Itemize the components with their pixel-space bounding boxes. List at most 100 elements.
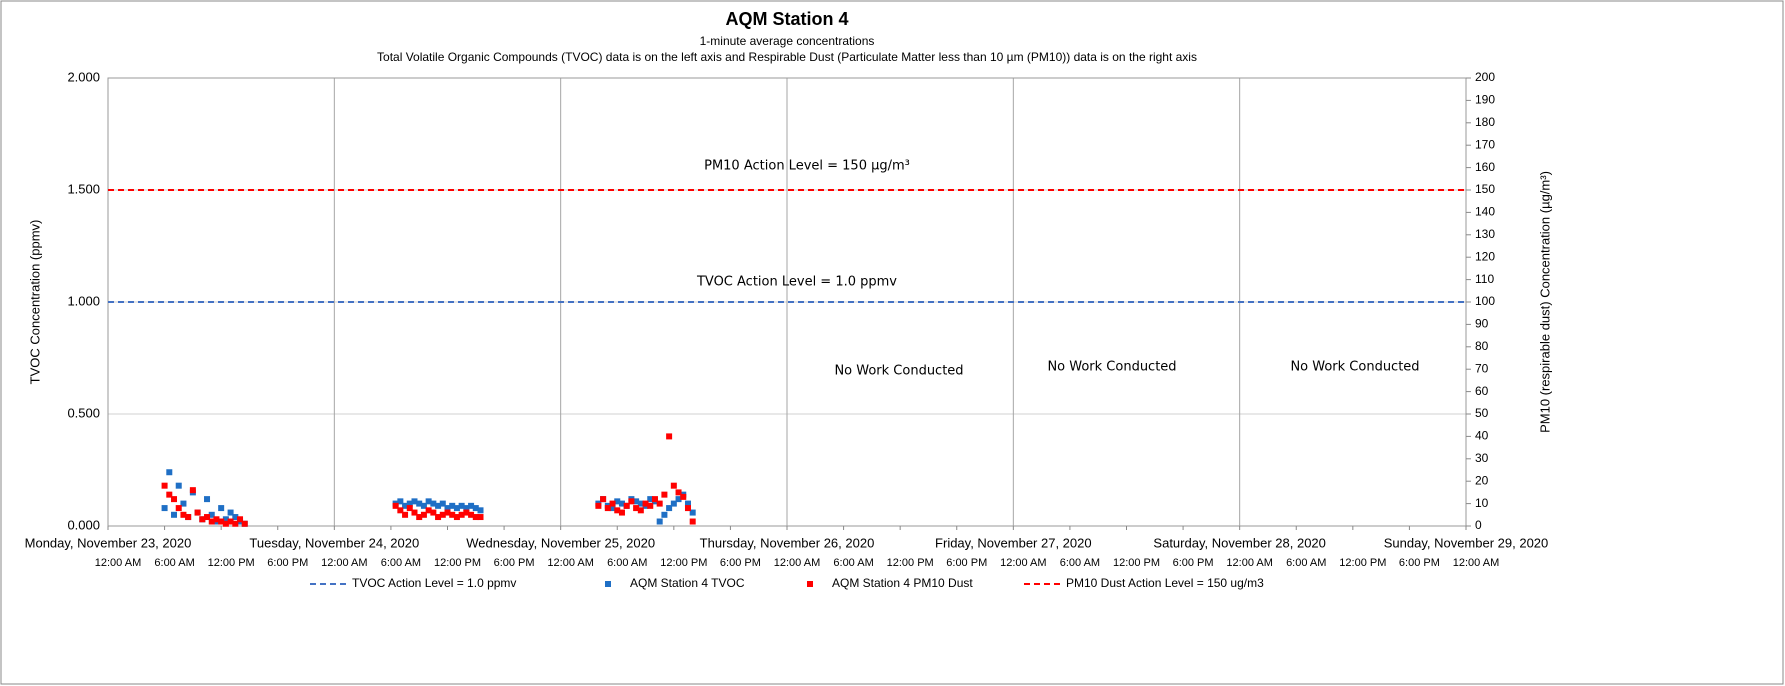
- annotation: No Work Conducted: [1290, 360, 1419, 375]
- x-tick-label: 6:00 PM: [494, 557, 535, 569]
- point: [458, 502, 465, 509]
- x-major-tick-label: Saturday, November 28, 2020: [1153, 535, 1325, 550]
- y-tick-label: 1.000: [67, 293, 100, 308]
- annotation: TVOC Action Level = 1.0 ppmv: [696, 275, 897, 290]
- y2-tick-label: 70: [1475, 361, 1489, 375]
- point: [185, 514, 192, 521]
- point: [171, 496, 178, 503]
- x-tick-label: 6:00 PM: [946, 557, 987, 569]
- x-tick-label: 6:00 PM: [1173, 557, 1214, 569]
- legend-swatch: [605, 581, 611, 587]
- point: [614, 498, 621, 505]
- x-major-tick-label: Sunday, November 29, 2020: [1384, 535, 1549, 550]
- chart-subtitle: 1-minute average concentrations: [700, 34, 875, 48]
- point: [180, 500, 187, 507]
- point: [161, 482, 168, 489]
- y2-tick-label: 20: [1475, 473, 1489, 487]
- x-tick-label: 12:00 AM: [547, 557, 593, 569]
- legend-label: TVOC Action Level = 1.0 ppmv: [352, 576, 516, 590]
- point: [609, 505, 616, 512]
- point: [430, 509, 437, 516]
- point: [397, 507, 404, 514]
- point: [472, 514, 479, 521]
- point: [435, 514, 442, 521]
- point: [218, 518, 225, 525]
- chart-title: AQM Station 4: [725, 9, 848, 29]
- point: [402, 502, 409, 509]
- point: [237, 516, 244, 523]
- y2-tick-label: 140: [1475, 205, 1495, 219]
- x-tick-label: 12:00 PM: [660, 557, 707, 569]
- y2-tick-label: 0: [1475, 518, 1482, 532]
- point: [633, 505, 640, 512]
- point: [684, 505, 691, 512]
- point: [647, 496, 654, 503]
- x-tick-label: 6:00 AM: [1286, 557, 1326, 569]
- point: [430, 500, 437, 507]
- x-tick-label: 12:00 AM: [1226, 557, 1272, 569]
- y2-tick-label: 120: [1475, 249, 1495, 263]
- x-major-tick-label: Wednesday, November 25, 2020: [466, 535, 655, 550]
- point: [614, 507, 621, 514]
- point: [463, 505, 470, 512]
- point: [208, 511, 215, 518]
- y-axis-label: TVOC Concentration (ppmv): [27, 220, 42, 385]
- x-tick-label: 12:00 PM: [1339, 557, 1386, 569]
- y2-tick-label: 60: [1475, 384, 1489, 398]
- point: [675, 489, 682, 496]
- y2-tick-label: 80: [1475, 339, 1489, 353]
- point: [411, 498, 418, 505]
- point: [670, 482, 677, 489]
- point: [439, 511, 446, 518]
- x-tick-label: 6:00 PM: [267, 557, 308, 569]
- point: [416, 500, 423, 507]
- point: [227, 518, 234, 525]
- y2-tick-label: 160: [1475, 160, 1495, 174]
- point: [618, 509, 625, 516]
- point: [684, 500, 691, 507]
- point: [175, 482, 182, 489]
- point: [477, 507, 484, 514]
- point: [680, 493, 687, 500]
- point: [416, 514, 423, 521]
- point: [411, 509, 418, 516]
- point: [435, 502, 442, 509]
- point: [444, 509, 451, 516]
- x-major-tick-label: Tuesday, November 24, 2020: [249, 535, 419, 550]
- y2-axis-label: PM10 (respirable dust) Concentration (µg…: [1537, 171, 1552, 433]
- y2-tick-label: 170: [1475, 137, 1495, 151]
- y-tick-label: 0.500: [67, 405, 100, 420]
- y2-tick-label: 40: [1475, 429, 1489, 443]
- x-tick-label: 6:00 PM: [1399, 557, 1440, 569]
- y2-tick-label: 130: [1475, 227, 1495, 241]
- y2-tick-label: 10: [1475, 496, 1489, 510]
- point: [204, 496, 211, 503]
- point: [453, 514, 460, 521]
- point: [637, 507, 644, 514]
- point: [628, 498, 635, 505]
- point: [463, 509, 470, 516]
- point: [670, 500, 677, 507]
- y2-tick-label: 50: [1475, 406, 1489, 420]
- x-tick-label: 6:00 AM: [1060, 557, 1100, 569]
- x-tick-label: 6:00 AM: [154, 557, 194, 569]
- point: [166, 491, 173, 498]
- point: [595, 502, 602, 509]
- point: [675, 496, 682, 503]
- point: [222, 516, 229, 523]
- point: [604, 505, 611, 512]
- point: [666, 505, 673, 512]
- point: [180, 511, 187, 518]
- y-tick-label: 1.500: [67, 181, 100, 196]
- x-tick-label: 12:00 AM: [321, 557, 367, 569]
- y2-tick-label: 150: [1475, 182, 1495, 196]
- point: [618, 500, 625, 507]
- x-tick-label: 12:00 PM: [1113, 557, 1160, 569]
- y2-tick-label: 190: [1475, 93, 1495, 107]
- point: [689, 509, 696, 516]
- point: [166, 469, 173, 476]
- x-tick-label: 12:00 PM: [887, 557, 934, 569]
